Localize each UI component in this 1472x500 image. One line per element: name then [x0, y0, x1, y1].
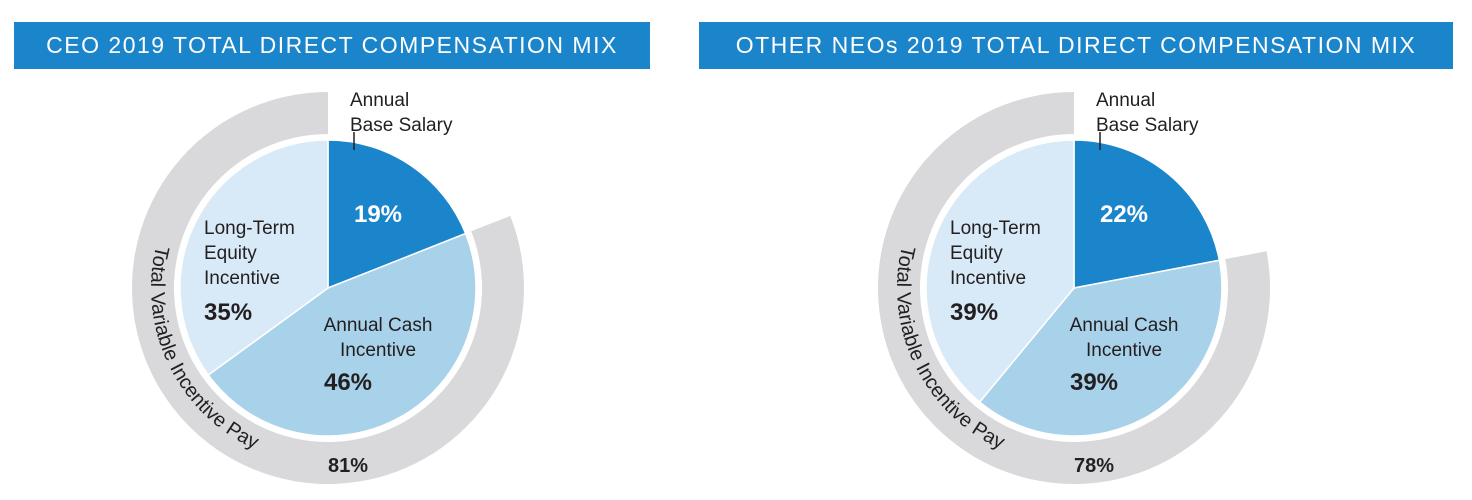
long-term-equity-incentive-label-line: Equity [204, 243, 257, 264]
annual-base-salary-slice [327, 139, 467, 290]
long-term-equity-incentive-slice [179, 139, 329, 377]
long-term-equity-incentive-label-line: Long-Term [950, 218, 1041, 239]
annual-base-salary-label-line: Annual [350, 90, 409, 111]
annual-cash-incentive-value: 46% [324, 369, 372, 396]
long-term-equity-incentive-label: Long-Term Equity Incentive [204, 218, 295, 289]
long-term-equity-incentive-label: Long-Term Equity Incentive [950, 218, 1041, 289]
long-term-equity-incentive-label-line: Incentive [950, 268, 1026, 289]
annual-base-salary-label-line: Base Salary [1096, 115, 1199, 136]
annual-base-salary-label: Annual Base Salary [350, 90, 453, 136]
long-term-equity-incentive-slice [925, 139, 1075, 404]
annual-base-salary-label: Annual Base Salary [1096, 90, 1199, 136]
annual-cash-incentive-slice [978, 259, 1223, 437]
other-neos-compensation-panel: OTHER NEOs 2019 TOTAL DIRECT COMPENSATIO… [699, 0, 1472, 500]
annual-cash-incentive-label-line: Annual Cash [324, 315, 433, 336]
annual-cash-incentive-label-line: Annual Cash [1070, 315, 1179, 336]
ceo-compensation-panel: CEO 2019 TOTAL DIRECT COMPENSATION MIX A… [14, 22, 650, 484]
annual-base-salary-label-line: Base Salary [350, 115, 453, 136]
long-term-equity-incentive-label-line: Long-Term [204, 218, 295, 239]
long-term-equity-incentive-value: 35% [204, 299, 252, 326]
annual-cash-incentive-value: 39% [1070, 369, 1118, 396]
annual-cash-incentive-slice [207, 232, 477, 437]
ceo-chart-title: CEO 2019 TOTAL DIRECT COMPENSATION MIX [14, 22, 650, 69]
long-term-equity-incentive-label-line: Equity [950, 243, 1003, 264]
annual-cash-incentive-label: Annual Cash Incentive [324, 315, 433, 361]
annual-base-salary-value: 22% [1100, 201, 1148, 228]
variable-incentive-ring-value: 81% [328, 455, 368, 477]
annual-cash-incentive-label: Annual Cash Incentive [1070, 315, 1179, 361]
other-neos-chart-title: OTHER NEOs 2019 TOTAL DIRECT COMPENSATIO… [699, 22, 1453, 69]
annual-cash-incentive-label-line: Incentive [340, 340, 416, 361]
other-neos-compensation-pie-chart: Annual Base Salary 22% Annual Cash Incentive… [878, 90, 1270, 485]
long-term-equity-incentive-label-line: Incentive [204, 268, 280, 289]
variable-incentive-ring-value: 78% [1074, 455, 1114, 477]
long-term-equity-incentive-value: 39% [950, 299, 998, 326]
annual-base-salary-value: 19% [354, 201, 402, 228]
annual-base-salary-slice [1073, 139, 1221, 289]
ceo-compensation-pie-chart: Annual Base Salary 19% Annual Cash Incentive… [132, 90, 524, 484]
annual-cash-incentive-label-line: Incentive [1086, 340, 1162, 361]
annual-base-salary-label-line: Annual [1096, 90, 1155, 111]
